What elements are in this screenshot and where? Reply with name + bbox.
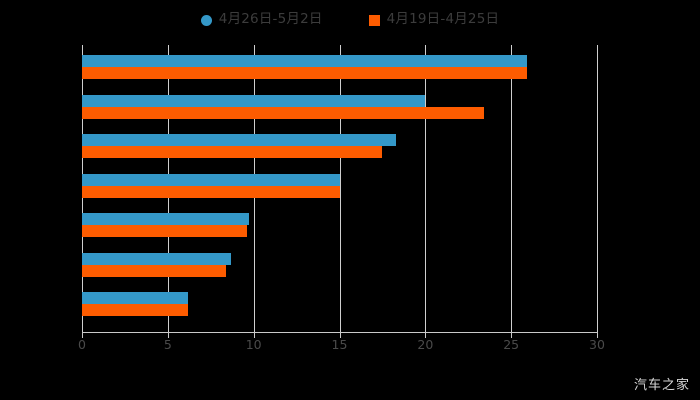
x-tick-label: 5 [163, 337, 172, 352]
bar[interactable] [82, 213, 249, 226]
x-tick-mark [82, 333, 83, 338]
x-tick-label: 15 [331, 337, 348, 352]
x-tick-label: 0 [78, 337, 86, 352]
x-tick-mark [425, 333, 427, 338]
gridline [511, 45, 513, 332]
x-tick-mark [511, 333, 513, 338]
x-tick-mark [339, 333, 341, 338]
x-tick-label: 25 [503, 337, 520, 352]
bar[interactable] [82, 185, 340, 198]
bar[interactable] [82, 134, 397, 147]
gridline [339, 45, 341, 332]
x-axis-line [82, 332, 598, 333]
legend-marker-square-icon [368, 14, 380, 26]
bar[interactable] [82, 173, 340, 186]
legend-marker-circle-icon [200, 14, 212, 26]
x-tick-label: 20 [417, 337, 434, 352]
x-tick-label: 30 [589, 337, 605, 352]
legend-label: 4月26日-5月2日 [218, 11, 323, 28]
x-tick-label: 10 [245, 337, 262, 352]
x-tick-mark [597, 333, 598, 338]
bar[interactable] [82, 292, 189, 305]
gridline [597, 45, 598, 332]
legend-label: 4月19日-4月25日 [386, 11, 500, 28]
bar[interactable] [82, 146, 383, 159]
bar[interactable] [82, 106, 484, 119]
watermark: 汽车之家 [633, 378, 690, 393]
bar[interactable] [82, 94, 426, 107]
bar[interactable] [82, 264, 227, 277]
bar[interactable] [82, 252, 232, 265]
bar[interactable] [82, 55, 527, 67]
gridline [425, 45, 427, 332]
bar[interactable] [82, 225, 247, 238]
plot-area [82, 45, 598, 332]
x-tick-mark [167, 333, 169, 338]
legend-item[interactable]: 4月26日-5月2日 [200, 11, 323, 28]
bar[interactable] [82, 304, 189, 317]
x-tick-mark [253, 333, 255, 338]
legend-item[interactable]: 4月19日-4月25日 [368, 11, 500, 28]
bar[interactable] [82, 67, 527, 79]
chart-legend: 4月26日-5月2日 4月19日-4月25日 [0, 8, 700, 32]
